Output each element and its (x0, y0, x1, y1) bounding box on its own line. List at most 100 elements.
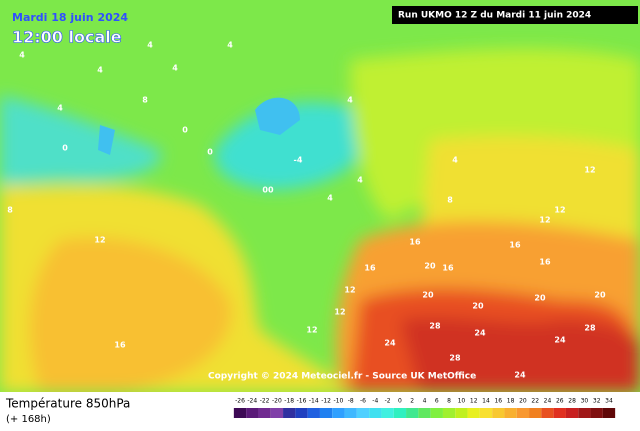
legend-label: -14 (309, 398, 319, 405)
legend-swatch (258, 408, 271, 418)
legend-label: -24 (247, 398, 257, 405)
contour-label: 4 (172, 64, 178, 73)
map (0, 0, 640, 392)
contour-label: 16 (114, 341, 126, 350)
contour-label: 4 (227, 41, 233, 50)
contour-label: 4 (97, 66, 103, 75)
contour-label: 16 (409, 238, 421, 247)
legend-swatch (602, 408, 616, 418)
legend-label: -8 (348, 398, 354, 405)
contour-label: 12 (344, 286, 355, 295)
legend-swatch (590, 408, 603, 418)
contour-label: 0 (182, 126, 188, 135)
contour-label: 12 (554, 206, 565, 215)
contour-label: 12 (584, 166, 595, 175)
legend-swatch (442, 408, 456, 418)
contour-label: 4 (347, 96, 353, 105)
legend-label: -2 (385, 398, 391, 405)
legend-swatch (233, 408, 247, 418)
contour-label: 4 (57, 104, 63, 113)
contour-label: -4 (294, 156, 303, 165)
contour-label: 16 (442, 264, 454, 273)
legend-label: -22 (260, 398, 270, 405)
legend-swatch (541, 408, 554, 418)
legend-swatch (578, 408, 591, 418)
contour-label: 20 (472, 302, 484, 311)
legend-label: 32 (593, 398, 601, 405)
contour-label: 4 (327, 194, 333, 203)
legend-swatch (344, 408, 357, 418)
legend-swatch (332, 408, 345, 418)
contour-label: 16 (509, 241, 521, 250)
legend-label: 22 (531, 398, 539, 405)
legend-label: -12 (321, 398, 331, 405)
legend-swatch (504, 408, 517, 418)
legend-swatch (516, 408, 530, 418)
legend-label: 16 (494, 398, 502, 405)
legend-label: 14 (482, 398, 490, 405)
legend-label: 26 (556, 398, 564, 405)
legend-label: -18 (284, 398, 294, 405)
legend-label: -10 (333, 398, 343, 405)
contour-label: 00 (262, 186, 274, 195)
legend-swatch (295, 408, 308, 418)
legend-swatch (369, 408, 382, 418)
legend-swatch (307, 408, 320, 418)
contour-label: 24 (554, 336, 566, 345)
contour-label: 16 (539, 258, 551, 267)
legend-label: 0 (398, 398, 402, 405)
contour-label: 20 (422, 291, 434, 300)
legend-swatch (479, 408, 493, 418)
contour-label: 28 (449, 354, 461, 363)
legend-swatch (246, 408, 259, 418)
contour-label: 28 (429, 322, 441, 331)
contour-label: 8 (142, 96, 148, 105)
contour-label: 4 (357, 176, 363, 185)
legend-label: 18 (507, 398, 515, 405)
copyright: Copyright © 2024 Meteociel.fr - Source U… (208, 372, 476, 382)
legend-label: 4 (423, 398, 427, 405)
legend-swatch (430, 408, 443, 418)
contour-label: 8 (447, 196, 453, 205)
legend-swatch (381, 408, 394, 418)
contour-label: 20 (424, 262, 436, 271)
contour-label: 24 (474, 329, 486, 338)
legend-swatch (270, 408, 284, 418)
legend-label: 8 (447, 398, 451, 405)
legend-swatch (565, 408, 579, 418)
legend-label: -6 (360, 398, 366, 405)
legend-label: -16 (297, 398, 307, 405)
contour-label: 8 (7, 206, 13, 215)
legend-swatch (356, 408, 370, 418)
legend-label: -4 (372, 398, 378, 405)
contour-label: 20 (594, 291, 606, 300)
legend-label: 30 (581, 398, 589, 405)
contour-label: 0 (62, 144, 68, 153)
lead-time: (+ 168h) (6, 414, 51, 425)
valid-date: Mardi 18 juin 2024 (12, 11, 128, 24)
contour-label: 4 (452, 156, 458, 165)
legend-label: -26 (235, 398, 245, 405)
run-info: Run UKMO 12 Z du Mardi 11 juin 2024 (398, 11, 591, 21)
legend-label: 28 (568, 398, 576, 405)
legend-swatch (467, 408, 480, 418)
legend-swatch (455, 408, 468, 418)
legend-swatch (492, 408, 505, 418)
legend-label: 34 (605, 398, 613, 405)
contour-label: 4 (19, 51, 25, 60)
contour-label: 16 (364, 264, 376, 273)
contour-label: 12 (334, 308, 345, 317)
legend-label: 2 (410, 398, 414, 405)
contour-label: 24 (514, 371, 526, 380)
contour-label: 0 (207, 148, 213, 157)
field-title: Température 850hPa (5, 397, 130, 411)
contour-label: 12 (94, 236, 105, 245)
legend-label: 12 (470, 398, 478, 405)
legend-swatch (393, 408, 407, 418)
contour-label: 4 (147, 41, 153, 50)
legend-label: -20 (272, 398, 282, 405)
legend-swatch (319, 408, 333, 418)
legend-swatch (406, 408, 419, 418)
legend-label: 24 (544, 398, 552, 405)
